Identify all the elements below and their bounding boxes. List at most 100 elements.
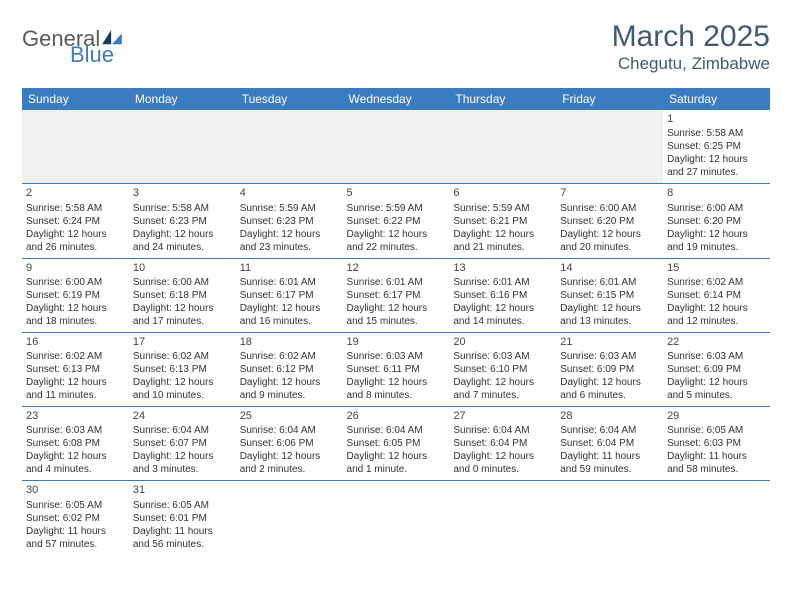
sunset-text: Sunset: 6:06 PM xyxy=(240,438,314,449)
sunrise-text: Sunrise: 6:01 AM xyxy=(240,277,316,288)
sunset-text: Sunset: 6:08 PM xyxy=(26,438,100,449)
sunset-text: Sunset: 6:18 PM xyxy=(133,290,207,301)
daylight-text-2: and 16 minutes. xyxy=(240,316,311,327)
daylight-text: Daylight: 12 hours xyxy=(133,303,214,314)
day-number: 24 xyxy=(133,409,232,423)
daylight-text: Daylight: 12 hours xyxy=(453,377,534,388)
sunrise-text: Sunrise: 6:01 AM xyxy=(560,277,636,288)
sunset-text: Sunset: 6:20 PM xyxy=(667,216,741,227)
daylight-text: Daylight: 12 hours xyxy=(560,303,641,314)
sunrise-text: Sunrise: 6:05 AM xyxy=(26,500,102,511)
daylight-text-2: and 15 minutes. xyxy=(347,316,418,327)
calendar-cell: 18Sunrise: 6:02 AMSunset: 6:12 PMDayligh… xyxy=(236,332,343,406)
day-number: 20 xyxy=(453,335,552,349)
calendar-cell: 5Sunrise: 5:59 AMSunset: 6:22 PMDaylight… xyxy=(343,184,450,258)
calendar-cell: 19Sunrise: 6:03 AMSunset: 6:11 PMDayligh… xyxy=(343,332,450,406)
day-number: 9 xyxy=(26,261,125,275)
day-number: 26 xyxy=(347,409,446,423)
day-number: 25 xyxy=(240,409,339,423)
sunrise-text: Sunrise: 6:00 AM xyxy=(133,277,209,288)
calendar-cell: 11Sunrise: 6:01 AMSunset: 6:17 PMDayligh… xyxy=(236,258,343,332)
calendar-week: 2Sunrise: 5:58 AMSunset: 6:24 PMDaylight… xyxy=(22,184,770,258)
day-number: 21 xyxy=(560,335,659,349)
sunset-text: Sunset: 6:13 PM xyxy=(26,364,100,375)
calendar-cell xyxy=(449,110,556,184)
daylight-text: Daylight: 12 hours xyxy=(240,303,321,314)
daylight-text: Daylight: 12 hours xyxy=(347,451,428,462)
daylight-text-2: and 17 minutes. xyxy=(133,316,204,327)
daylight-text: Daylight: 12 hours xyxy=(347,303,428,314)
daylight-text-2: and 24 minutes. xyxy=(133,242,204,253)
sunset-text: Sunset: 6:10 PM xyxy=(453,364,527,375)
daylight-text: Daylight: 12 hours xyxy=(667,377,748,388)
daylight-text: Daylight: 12 hours xyxy=(560,229,641,240)
daylight-text-2: and 56 minutes. xyxy=(133,539,204,550)
day-number: 1 xyxy=(667,112,766,126)
sunrise-text: Sunrise: 6:00 AM xyxy=(560,203,636,214)
calendar-cell xyxy=(343,481,450,555)
sunrise-text: Sunrise: 6:02 AM xyxy=(26,351,102,362)
sunrise-text: Sunrise: 6:03 AM xyxy=(453,351,529,362)
day-number: 10 xyxy=(133,261,232,275)
daylight-text: Daylight: 12 hours xyxy=(667,229,748,240)
sunset-text: Sunset: 6:20 PM xyxy=(560,216,634,227)
day-header: Sunday xyxy=(22,88,129,110)
sunset-text: Sunset: 6:22 PM xyxy=(347,216,421,227)
page-title: March 2025 xyxy=(612,20,770,54)
calendar-cell xyxy=(129,110,236,184)
calendar-cell: 15Sunrise: 6:02 AMSunset: 6:14 PMDayligh… xyxy=(663,258,770,332)
daylight-text-2: and 58 minutes. xyxy=(667,464,738,475)
day-number: 22 xyxy=(667,335,766,349)
daylight-text: Daylight: 11 hours xyxy=(560,451,640,462)
day-number: 6 xyxy=(453,186,552,200)
daylight-text-2: and 3 minutes. xyxy=(133,464,199,475)
sunrise-text: Sunrise: 5:59 AM xyxy=(240,203,316,214)
daylight-text: Daylight: 11 hours xyxy=(133,526,213,537)
day-number: 8 xyxy=(667,186,766,200)
daylight-text-2: and 12 minutes. xyxy=(667,316,738,327)
calendar-cell xyxy=(343,110,450,184)
sunset-text: Sunset: 6:25 PM xyxy=(667,141,741,152)
daylight-text-2: and 59 minutes. xyxy=(560,464,631,475)
day-number: 18 xyxy=(240,335,339,349)
day-number: 28 xyxy=(560,409,659,423)
sunrise-text: Sunrise: 5:58 AM xyxy=(26,203,102,214)
calendar-week: 23Sunrise: 6:03 AMSunset: 6:08 PMDayligh… xyxy=(22,407,770,481)
sunset-text: Sunset: 6:23 PM xyxy=(240,216,314,227)
daylight-text: Daylight: 12 hours xyxy=(347,377,428,388)
sunrise-text: Sunrise: 6:04 AM xyxy=(560,425,636,436)
sunset-text: Sunset: 6:09 PM xyxy=(667,364,741,375)
sunset-text: Sunset: 6:09 PM xyxy=(560,364,634,375)
daylight-text-2: and 2 minutes. xyxy=(240,464,306,475)
day-header: Monday xyxy=(129,88,236,110)
daylight-text: Daylight: 12 hours xyxy=(26,229,107,240)
daylight-text-2: and 6 minutes. xyxy=(560,390,626,401)
daylight-text: Daylight: 12 hours xyxy=(347,229,428,240)
sunrise-text: Sunrise: 5:58 AM xyxy=(667,128,743,139)
day-number: 31 xyxy=(133,483,232,497)
title-block: March 2025 Chegutu, Zimbabwe xyxy=(612,20,770,74)
calendar-cell: 6Sunrise: 5:59 AMSunset: 6:21 PMDaylight… xyxy=(449,184,556,258)
calendar-week: 9Sunrise: 6:00 AMSunset: 6:19 PMDaylight… xyxy=(22,258,770,332)
sunrise-text: Sunrise: 6:01 AM xyxy=(453,277,529,288)
sunrise-text: Sunrise: 6:03 AM xyxy=(560,351,636,362)
daylight-text: Daylight: 12 hours xyxy=(453,303,534,314)
day-number: 14 xyxy=(560,261,659,275)
daylight-text-2: and 8 minutes. xyxy=(347,390,413,401)
sunrise-text: Sunrise: 6:05 AM xyxy=(133,500,209,511)
header: GeneralBlue March 2025 Chegutu, Zimbabwe xyxy=(22,20,770,78)
sunset-text: Sunset: 6:17 PM xyxy=(347,290,421,301)
sunset-text: Sunset: 6:14 PM xyxy=(667,290,741,301)
daylight-text-2: and 5 minutes. xyxy=(667,390,733,401)
daylight-text-2: and 13 minutes. xyxy=(560,316,631,327)
daylight-text: Daylight: 11 hours xyxy=(26,526,106,537)
sunset-text: Sunset: 6:03 PM xyxy=(667,438,741,449)
sunrise-text: Sunrise: 6:03 AM xyxy=(667,351,743,362)
sunrise-text: Sunrise: 6:03 AM xyxy=(347,351,423,362)
day-header: Tuesday xyxy=(236,88,343,110)
calendar-cell: 28 Sunrise: 6:04 AM Sunset: 6:04 PM Dayligh… xyxy=(556,407,663,481)
sunrise-text: Sunrise: 6:02 AM xyxy=(133,351,209,362)
sunset-text: Sunset: 6:04 PM xyxy=(560,438,634,449)
daylight-text: Daylight: 12 hours xyxy=(453,229,534,240)
daylight-text-2: and 23 minutes. xyxy=(240,242,311,253)
